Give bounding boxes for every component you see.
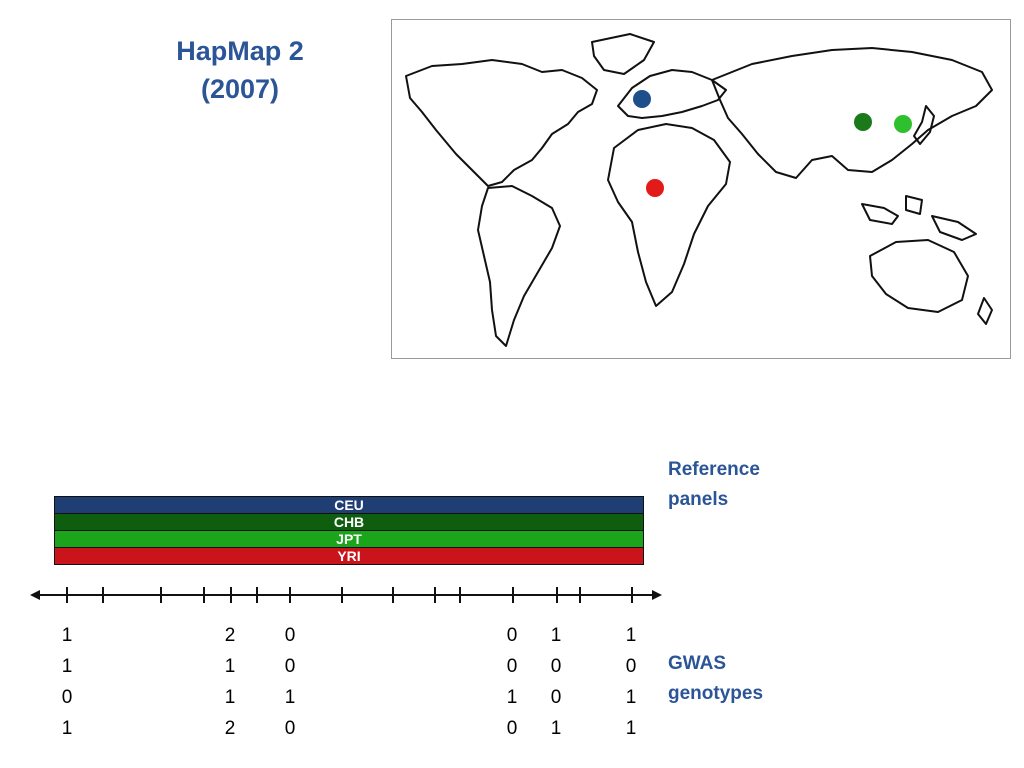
genotype-value: 0	[284, 656, 296, 677]
genotype-value: 1	[625, 687, 637, 708]
marker-axis	[30, 587, 662, 603]
bar-yri: YRI	[54, 547, 644, 565]
bar-chb: CHB	[54, 513, 644, 531]
genotype-value: 0	[284, 718, 296, 739]
genotype-value: 0	[550, 687, 562, 708]
genotype-value: 1	[61, 625, 73, 646]
new-zealand-outline	[977, 297, 993, 325]
world-map	[391, 19, 1011, 359]
south-america-outline	[477, 185, 561, 347]
gwas-label-line-1: GWAS	[668, 653, 727, 674]
ceu-marker	[633, 90, 651, 108]
genotype-value: 1	[61, 718, 73, 739]
jpt-marker	[894, 115, 912, 133]
southeast-asia-outline	[861, 195, 977, 241]
reference-panels-label: Reference panels	[668, 455, 760, 515]
slide-title: HapMap 2 (2007)	[120, 32, 360, 108]
reference-panels-label-line-2: panels	[668, 489, 729, 510]
genotype-value: 1	[625, 718, 637, 739]
axis-left-arrow	[30, 590, 40, 600]
reference-panels-label-line-1: Reference	[668, 459, 760, 480]
genotype-column: 1 0 1 1	[616, 620, 646, 744]
greenland-outline	[591, 33, 655, 75]
genotype-value: 0	[61, 687, 73, 708]
genotype-value: 1	[284, 687, 296, 708]
genotype-value: 0	[506, 718, 518, 739]
genotype-column: 0 0 1 0	[275, 620, 305, 744]
genotype-value: 0	[550, 656, 562, 677]
australia-outline	[869, 239, 969, 313]
gwas-label-line-2: genotypes	[668, 683, 764, 704]
genotype-value: 0	[284, 625, 296, 646]
chb-marker	[854, 113, 872, 131]
genotype-value: 0	[506, 656, 518, 677]
africa-outline	[607, 123, 731, 307]
genotype-value: 2	[224, 718, 236, 739]
genotype-value: 0	[625, 656, 637, 677]
genotype-value: 1	[550, 718, 562, 739]
genotype-column: 2 1 1 2	[215, 620, 245, 744]
genotype-column: 1 0 0 1	[541, 620, 571, 744]
genotype-value: 1	[625, 625, 637, 646]
bar-ceu: CEU	[54, 496, 644, 514]
genotype-column: 0 0 1 0	[497, 620, 527, 744]
genotype-value: 1	[550, 625, 562, 646]
north-america-outline	[405, 59, 598, 187]
reference-panel-bars: CEU CHB JPT YRI	[54, 496, 644, 565]
europe-outline	[617, 69, 727, 119]
genotype-value: 1	[224, 656, 236, 677]
axis-right-arrow	[652, 590, 662, 600]
genotype-value: 1	[506, 687, 518, 708]
title-line-2: (2007)	[200, 74, 280, 104]
axis-ticks	[66, 587, 633, 603]
japan-outline	[913, 105, 935, 145]
title-line-1: HapMap 2	[176, 36, 304, 66]
gwas-genotypes-label: GWAS genotypes	[668, 649, 763, 709]
world-map-outline	[405, 33, 993, 347]
genotype-value: 2	[224, 625, 236, 646]
yri-marker	[646, 179, 664, 197]
genotype-value: 1	[224, 687, 236, 708]
genotype-value: 1	[61, 656, 73, 677]
genotype-column: 1 1 0 1	[52, 620, 82, 744]
bar-jpt: JPT	[54, 530, 644, 548]
genotype-value: 0	[506, 625, 518, 646]
asia-outline	[711, 47, 993, 179]
